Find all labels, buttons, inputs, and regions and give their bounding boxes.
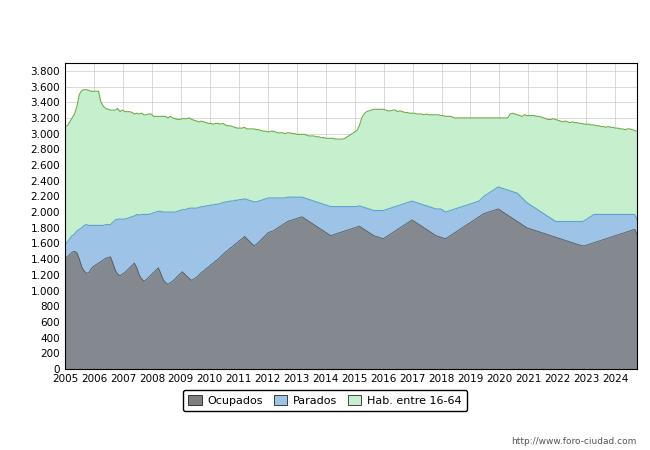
Text: Moral de Calatrava - Evolucion de la poblacion en edad de Trabajar Septiembre de: Moral de Calatrava - Evolucion de la pob… [64,21,586,33]
Legend: Ocupados, Parados, Hab. entre 16-64: Ocupados, Parados, Hab. entre 16-64 [183,390,467,411]
Text: http://www.foro-ciudad.com: http://www.foro-ciudad.com [512,436,637,446]
